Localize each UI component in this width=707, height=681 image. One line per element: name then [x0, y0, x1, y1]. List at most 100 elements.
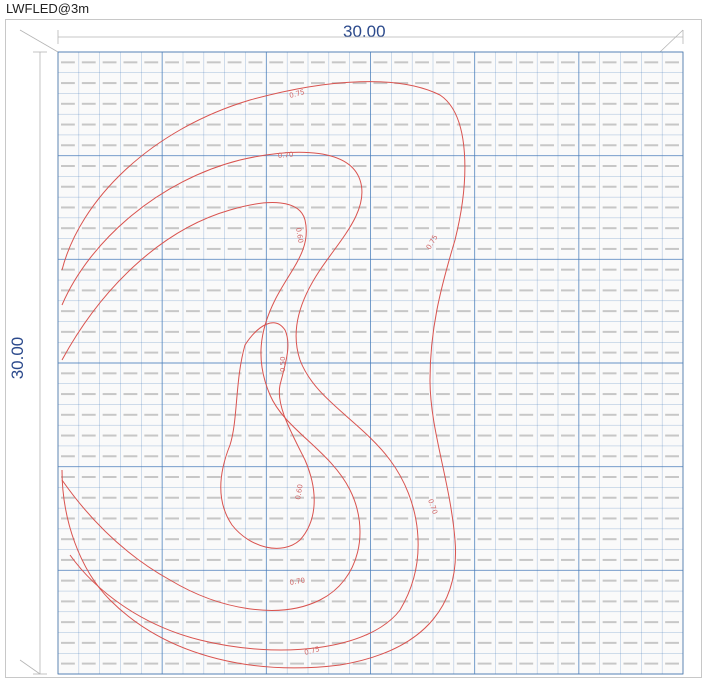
- cell-value-mark: [248, 268, 263, 271]
- contour-070: [61, 151, 419, 651]
- cell-value-mark: [394, 247, 409, 250]
- cell-value-mark: [186, 61, 200, 64]
- cell-value-mark: [581, 517, 596, 520]
- cell-value-mark: [665, 185, 679, 188]
- cell-value-mark: [206, 496, 221, 499]
- cell-value-mark: [165, 206, 179, 209]
- cell-value-mark: [415, 434, 429, 437]
- cell-value-mark: [102, 82, 117, 85]
- cell-value-mark: [581, 268, 596, 271]
- cell-value-mark: [123, 413, 138, 416]
- cell-value-mark: [436, 164, 450, 167]
- cell-value-mark: [352, 662, 367, 665]
- cell-value-mark: [415, 579, 429, 582]
- cell-value-mark: [436, 475, 450, 478]
- cell-value-mark: [519, 206, 534, 209]
- cell-value-mark: [665, 351, 679, 354]
- cell-value-mark: [81, 579, 96, 582]
- cell-value-mark: [415, 102, 429, 105]
- cell-value-mark: [394, 144, 409, 147]
- cell-value-mark: [373, 517, 388, 520]
- cell-value-mark: [206, 289, 221, 292]
- cell-value-mark: [269, 434, 284, 437]
- cell-value-mark: [123, 579, 138, 582]
- cell-value-mark: [81, 538, 96, 541]
- cell-value-mark: [665, 268, 679, 271]
- cell-value-mark: [123, 185, 138, 188]
- cell-value-mark: [165, 413, 179, 416]
- cell-value-mark: [623, 164, 638, 167]
- cell-value-mark: [186, 102, 200, 105]
- cell-value-mark: [644, 413, 659, 416]
- cell-value-mark: [477, 351, 492, 354]
- cell-value-mark: [477, 641, 492, 644]
- cell-value-mark: [623, 144, 638, 147]
- cell-value-mark: [248, 434, 263, 437]
- cell-value-mark: [456, 662, 471, 665]
- cell-value-mark: [373, 185, 388, 188]
- cell-value-mark: [498, 538, 513, 541]
- cell-value-mark: [519, 517, 534, 520]
- cell-value-mark: [311, 289, 325, 292]
- cell-value-mark: [165, 289, 179, 292]
- cell-value-mark: [561, 496, 575, 499]
- cell-value-mark: [498, 600, 513, 603]
- cell-value-mark: [227, 206, 242, 209]
- cell-value-mark: [206, 662, 221, 665]
- cell-value-mark: [540, 185, 554, 188]
- cell-value-mark: [61, 227, 75, 230]
- cell-value-mark: [102, 227, 117, 230]
- cell-value-mark: [61, 247, 75, 250]
- contour-label-050: 0.50: [279, 356, 287, 372]
- contour-050: [220, 322, 315, 549]
- cell-value-mark: [456, 268, 471, 271]
- cell-value-mark: [186, 227, 200, 230]
- cell-value-mark: [269, 351, 284, 354]
- cell-value-mark: [665, 247, 679, 250]
- cell-value-mark: [227, 330, 242, 333]
- cell-value-mark: [561, 579, 575, 582]
- cell-value-mark: [352, 558, 367, 561]
- cell-value-mark: [311, 517, 325, 520]
- cell-value-mark: [561, 268, 575, 271]
- cell-value-mark: [206, 579, 221, 582]
- cell-value-mark: [498, 393, 513, 396]
- cell-value-mark: [498, 413, 513, 416]
- cell-value-mark: [561, 185, 575, 188]
- cell-value-mark: [602, 455, 617, 458]
- cell-value-mark: [498, 579, 513, 582]
- cell-value-mark: [144, 102, 159, 105]
- cell-value-mark: [436, 413, 450, 416]
- cell-value-mark: [394, 641, 409, 644]
- cell-value-mark: [290, 475, 304, 478]
- cell-value-mark: [352, 621, 367, 624]
- cell-value-mark: [165, 621, 179, 624]
- cell-value-mark: [331, 144, 346, 147]
- cell-value-mark: [394, 164, 409, 167]
- cell-value-mark: [623, 372, 638, 375]
- cell-value-mark: [269, 600, 284, 603]
- cell-value-mark: [665, 496, 679, 499]
- cell-value-mark: [498, 61, 513, 64]
- cell-value-mark: [81, 123, 96, 126]
- cell-value-mark: [165, 496, 179, 499]
- cell-value-mark: [436, 61, 450, 64]
- cell-value-mark: [311, 641, 325, 644]
- cell-value-mark: [81, 206, 96, 209]
- cell-value-mark: [144, 600, 159, 603]
- cell-value-mark: [227, 434, 242, 437]
- cell-value-mark: [352, 144, 367, 147]
- cell-value-mark: [519, 351, 534, 354]
- cell-value-mark: [61, 475, 75, 478]
- cell-value-mark: [144, 579, 159, 582]
- cell-value-mark: [102, 61, 117, 64]
- cell-value-mark: [331, 475, 346, 478]
- cell-value-mark: [61, 206, 75, 209]
- cell-value-mark: [602, 227, 617, 230]
- cell-value-mark: [123, 227, 138, 230]
- cell-value-mark: [519, 61, 534, 64]
- cell-value-mark: [415, 641, 429, 644]
- cell-value-mark: [477, 621, 492, 624]
- cell-value-mark: [581, 662, 596, 665]
- cell-value-mark: [331, 372, 346, 375]
